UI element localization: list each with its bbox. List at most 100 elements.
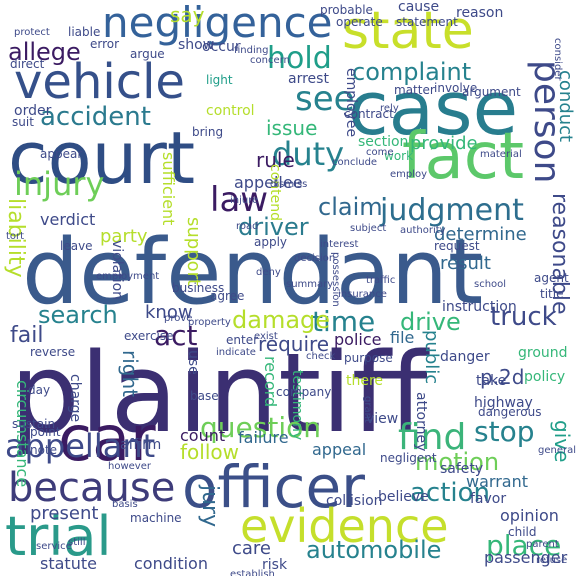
word-action: action (410, 478, 491, 508)
word-statute: statute (40, 554, 97, 573)
word-follow: follow (180, 440, 239, 464)
word-argument: argument (462, 85, 521, 99)
word-subject: subject (350, 223, 387, 234)
word-work: work (384, 149, 414, 163)
word-issue: issue (266, 116, 318, 140)
word-case: case (348, 66, 519, 152)
word-summary: summary (286, 279, 334, 290)
word-highway: highway (474, 395, 533, 411)
word-rely: rely (380, 103, 399, 114)
word-involve: involve (434, 81, 478, 95)
word-take: take (476, 373, 507, 389)
word-passenger: passenger (484, 548, 568, 567)
word-support: support (183, 217, 204, 287)
word-deny: deny (256, 267, 281, 278)
word-allege: allege (8, 38, 81, 66)
word-control: control (206, 103, 255, 119)
word-child: child (508, 525, 537, 539)
word-statement: statement (396, 15, 458, 29)
word-appeal: appeal (312, 440, 367, 459)
word-parent: parent (526, 539, 559, 550)
word-vehicle: vehicle (14, 54, 185, 110)
word-danger: danger (440, 349, 490, 365)
word-say: say (170, 3, 205, 27)
word-drive: drive (400, 308, 461, 336)
word-sustain: sustain (12, 417, 56, 431)
word-there: there (346, 373, 384, 389)
word-business: business (172, 281, 225, 295)
word-p-2d: p.2d (480, 365, 525, 389)
word-car: car (58, 402, 156, 475)
word-argue: argue (130, 47, 165, 61)
word-rule: rule (256, 148, 295, 172)
word-agree: agree (210, 289, 245, 303)
word-present: present (30, 503, 99, 524)
word-claim: claim (318, 193, 383, 221)
word-verdict: verdict (40, 210, 96, 229)
word-use: use (185, 350, 201, 375)
word-concern: concern (250, 55, 290, 66)
word-duty: duty (272, 135, 345, 173)
word-ground: ground (518, 345, 568, 361)
word-however: however (108, 461, 151, 472)
word-place: place (486, 529, 562, 562)
word-fail: fail (10, 323, 44, 348)
word-attorney: attorney (413, 392, 429, 452)
word-count: count (180, 426, 226, 445)
word-school: school (474, 279, 507, 290)
word-consider: consider (552, 38, 563, 81)
word-sufficient: sufficient (159, 152, 178, 226)
word-instruction: instruction (442, 299, 517, 315)
word-insurance: insurance (338, 289, 387, 300)
word-title: title (540, 287, 564, 301)
word-employment: employment (96, 271, 160, 282)
word-truck: truck (490, 302, 557, 332)
word-act: act (154, 319, 198, 352)
word-stop: stop (474, 415, 535, 448)
word-trial: trial (5, 505, 112, 568)
word-exercise: exercise (124, 329, 174, 343)
word-bring: bring (192, 125, 224, 139)
word-police: police (334, 330, 382, 349)
word-error: error (90, 37, 120, 51)
word-favor: favor (470, 491, 507, 507)
word-machine: machine (130, 511, 182, 525)
word-testimony: testimony (289, 370, 305, 441)
word-search: search (38, 301, 118, 329)
word-indicate: indicate (216, 347, 256, 358)
word-establish: establish (230, 569, 275, 576)
word-point: point (30, 425, 61, 439)
word-right: right (118, 350, 142, 397)
word-court: court (8, 116, 196, 200)
word-time: time (312, 305, 376, 338)
word-accident: accident (40, 102, 151, 132)
word-failure: failure (238, 428, 289, 447)
word-employee: employee (343, 68, 359, 138)
word-safety: safety (440, 461, 484, 477)
word-protect: protect (14, 27, 50, 38)
word-defendant: defendant (22, 220, 484, 325)
word-service: service (36, 541, 72, 552)
word-find: find (398, 417, 467, 458)
word-exist: exist (254, 331, 278, 342)
word-company: company (276, 385, 332, 399)
word-dismiss: dismiss (270, 179, 308, 190)
word-reason: reason (456, 5, 504, 21)
word-reverse: reverse (30, 345, 76, 359)
word-appear: appear (40, 147, 83, 161)
word-contract: contract (344, 107, 394, 121)
word-light: light (206, 73, 233, 87)
word-interest: interest (320, 239, 359, 250)
word-basis: basis (112, 499, 138, 510)
word-dangerous: dangerous (478, 405, 542, 419)
word-authority: authority (400, 225, 446, 236)
word-state: state (342, 1, 474, 61)
word-come: come (366, 147, 394, 158)
word-base: base (190, 389, 219, 403)
word-agent: agent (534, 271, 569, 285)
word-day: day (28, 383, 51, 397)
word-affirm: affirm (120, 437, 162, 453)
word-damage: damage (232, 306, 331, 334)
word-condition: condition (134, 554, 208, 573)
